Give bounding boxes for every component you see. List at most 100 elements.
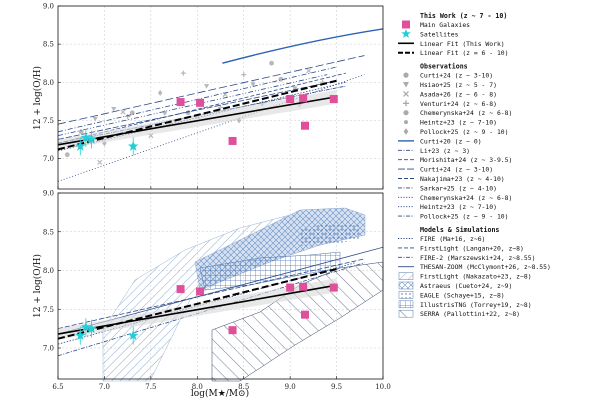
top-fit-lines — [57, 28, 384, 182]
literature-line — [57, 258, 365, 330]
y-tick-label: 7.5 — [43, 306, 54, 314]
legend-star-icon — [401, 28, 411, 38]
legend-item: Curti+20 (z ~ 0) — [420, 137, 482, 145]
main-galaxy-point — [329, 95, 338, 104]
legend-diamond-icon — [403, 128, 409, 135]
observation-point — [111, 106, 117, 112]
legend-x-icon — [403, 90, 409, 97]
linear-fit-this-work — [57, 95, 337, 146]
legend-item: Satellites — [420, 30, 459, 38]
main-galaxy-point — [228, 326, 237, 335]
satellite-point — [75, 140, 86, 151]
legend-item: Chemerynska+24 (z ~ 6-8) — [420, 194, 512, 202]
legend-dot-icon — [404, 120, 408, 125]
bottom-simulation-regions — [102, 207, 384, 382]
legend-circle-icon — [403, 110, 409, 116]
top-tick-labels: 7.0 7.5 8.0 8.5 9.0 — [43, 3, 54, 164]
legend-item: Pollock+25 (z ~ 9 - 10) — [420, 128, 509, 136]
satellite-point — [86, 133, 97, 144]
legend-models-title: Models & Simulations — [420, 226, 499, 234]
observation-point — [306, 68, 312, 74]
observation-point — [120, 109, 126, 115]
observation-point — [162, 109, 167, 116]
observation-point — [97, 159, 103, 165]
satellite-point — [80, 132, 92, 143]
satellite-point — [128, 330, 139, 340]
bottom-y-axis-label: 12 + log(O/H) — [32, 254, 43, 318]
legend-item: Linear Fit (z = 6 - 10) — [420, 49, 509, 57]
bottom-fit-lines — [57, 246, 384, 357]
main-galaxy-point — [301, 121, 309, 130]
observation-point — [241, 72, 247, 78]
y-tick-label: 7.0 — [43, 155, 54, 163]
legend-item: Curti+24 (z ~ 3-10) — [420, 166, 493, 174]
legend-circle-icon — [403, 72, 409, 78]
y-tick-label: 8.5 — [43, 41, 54, 49]
main-galaxy-point — [301, 310, 309, 319]
legend-item: Sarkar+25 (z ~ 4-10) — [420, 184, 497, 192]
observation-point — [218, 104, 223, 110]
satellite-point — [86, 323, 97, 334]
observation-point — [250, 80, 256, 87]
satellite-point — [80, 321, 92, 332]
legend-item: THESAN-ZOOM (McClymont+26, z~8.55) — [420, 263, 551, 271]
x-tick-label: 9.5 — [331, 383, 342, 391]
legend-item: Main Galaxies — [420, 21, 470, 29]
satellite-point — [128, 140, 139, 151]
legend-item: Asada+26 (z ~ 6 - 8) — [420, 90, 497, 98]
eagle-region — [300, 222, 360, 246]
observation-point — [92, 116, 98, 122]
legend-item: Morishita+24 (z ~ 3-9.5) — [420, 156, 512, 164]
legend-item: Hsiao+25 (z ~ 5 - 7) — [420, 81, 497, 89]
top-data-marks — [75, 94, 338, 156]
literature-line — [57, 55, 365, 125]
legend-item: EAGLE (Schaye+15, z~8) — [420, 291, 505, 299]
main-galaxy-point — [329, 283, 338, 292]
top-axes-frame — [57, 5, 384, 190]
legend-hatch-icon — [398, 291, 414, 299]
main-galaxy-point — [286, 283, 295, 292]
main-galaxy-point — [176, 285, 185, 294]
bottom-panel: 6.5 7.0 7.5 8.0 8.5 9.0 9.5 10.0 7.0 7.5 8.0 8.5 9.0… — [32, 190, 391, 400]
x-tick-label: 8.5 — [238, 383, 249, 391]
legend-item: Nakajima+23 (z ~ 4-10) — [420, 175, 505, 183]
observation-point — [64, 152, 70, 158]
legend-item: FirstLight (Langan+20, z~8) — [420, 244, 524, 252]
legend-hatch-icon — [398, 272, 414, 280]
bottom-axes-frame — [57, 192, 384, 380]
y-tick-label: 7.0 — [43, 345, 54, 353]
bottom-data-marks — [75, 282, 338, 345]
legend-item: FirstLight (Nakazato+23, z~8) — [420, 273, 532, 281]
x-tick-label: 8.0 — [192, 383, 203, 391]
bottom-tick-labels: 6.5 7.0 7.5 8.0 8.5 9.0 9.5 10.0 7.0 7.5 8.0 8.5 9.0 — [43, 190, 391, 392]
literature-line — [57, 74, 328, 137]
legend-plus-icon — [403, 100, 409, 107]
legend-item: Heintz+23 (z ~ 7-10) — [420, 203, 497, 211]
y-tick-label: 7.5 — [43, 117, 54, 125]
observation-point — [180, 70, 186, 76]
y-tick-label: 9.0 — [43, 3, 54, 11]
legend-item: Venturi+24 (z ~ 6-8) — [420, 100, 497, 108]
main-galaxy-point — [196, 287, 205, 296]
linear-fit-z6-10 — [57, 267, 337, 340]
observation-point — [78, 129, 84, 135]
legend-observations-title: Observations — [420, 63, 468, 71]
linear-fit-z6-10 — [57, 79, 337, 151]
x-tick-label: 6.5 — [52, 383, 63, 391]
x-tick-label: 7.0 — [99, 383, 110, 391]
y-tick-label: 9.0 — [43, 190, 54, 198]
legend-item: IllustrisTNG (Torrey+19, z~8) — [420, 301, 532, 309]
legend-item: Heintz+23 (z ~ 7-10) — [420, 119, 497, 127]
observation-point — [269, 60, 274, 66]
legend-triangle-icon — [403, 82, 409, 88]
linear-fit-this-work — [57, 284, 337, 335]
legend-item: Chemerynska+24 (z ~ 6-8) — [420, 109, 512, 117]
legend-hatch-icon — [398, 300, 414, 309]
legend: This Work (z ~ 7 - 10)Main GalaxiesSatel… — [398, 12, 551, 318]
top-panel: 7.0 7.5 8.0 8.5 9.0 12 + log(O/H) — [32, 3, 384, 190]
legend-hatch-icon — [398, 309, 414, 318]
legend-item: Pollock+25 (z ~ 9 - 10) — [420, 213, 509, 221]
legend-item: SERRA (Pallottini+22, z~8) — [420, 310, 520, 318]
main-galaxy-point — [299, 282, 308, 291]
